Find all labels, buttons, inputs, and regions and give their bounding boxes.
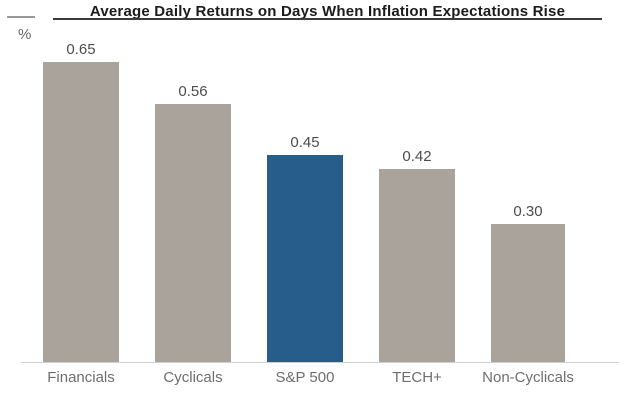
bar-group-financials: 0.65 Financials (43, 0, 119, 386)
bar-value-label: 0.45 (290, 134, 320, 151)
category-label-sp500: S&P 500 (275, 369, 335, 386)
bar-value-label: 0.30 (513, 203, 543, 220)
bar-financials (43, 62, 119, 363)
category-label-cyclicals: Cyclicals (163, 369, 223, 386)
bar-group-sp500: 0.45 S&P 500 (267, 0, 343, 386)
chart-title: Average Daily Returns on Days When Infla… (89, 3, 566, 20)
y-axis-top-dash (7, 16, 35, 18)
bar-value-label: 0.56 (178, 83, 208, 100)
x-axis-line (21, 362, 619, 363)
bar-value-label: 0.42 (402, 148, 432, 165)
bar-tech (379, 169, 455, 363)
category-label-noncyclicals: Non-Cyclicals (482, 369, 574, 386)
plot-area: 0.65 Financials 0.56 Cyclicals 0.45 S&P … (43, 0, 574, 386)
category-label-financials: Financials (47, 369, 115, 386)
bar-value-label: 0.65 (66, 41, 96, 58)
bar-group-tech: 0.42 TECH+ (379, 0, 455, 386)
y-axis-unit-label: % (18, 26, 32, 43)
bar-noncyclicals (491, 224, 565, 363)
bar-sp500 (267, 155, 343, 363)
category-label-tech: TECH+ (392, 369, 442, 386)
bar-group-noncyclicals: 0.30 Non-Cyclicals (482, 0, 574, 386)
bar-group-cyclicals: 0.56 Cyclicals (155, 0, 231, 386)
title-underline (53, 18, 602, 20)
bar-cyclicals (155, 104, 231, 363)
